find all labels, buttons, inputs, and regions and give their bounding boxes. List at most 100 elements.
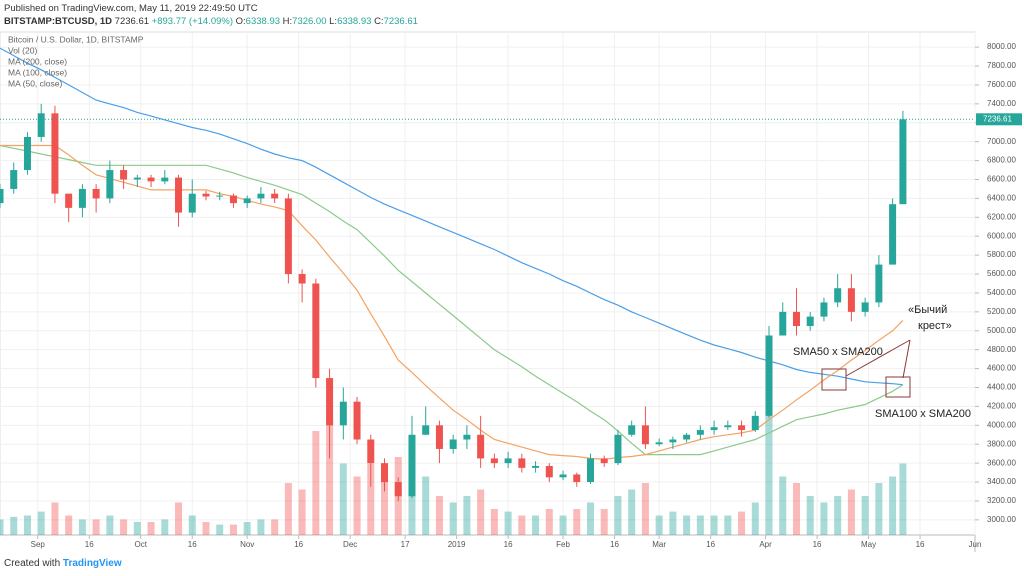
candle-body [120, 170, 128, 180]
candle-body [614, 434, 622, 464]
volume-bar [229, 524, 237, 535]
candle-body [449, 439, 457, 449]
candle-body [10, 170, 18, 189]
volume-bar [106, 515, 114, 535]
volume-bar [449, 502, 457, 535]
o-label: O: [235, 16, 246, 27]
candle-body [106, 170, 114, 199]
volume-bar [326, 418, 334, 535]
x-tick-label: Oct [135, 540, 148, 549]
y-tick-label: 5000.00 [987, 326, 1016, 335]
last-price-label: 7236.61 [983, 114, 1012, 123]
y-tick-label: 3000.00 [987, 515, 1016, 524]
annotation-bull: «Бычий [908, 304, 947, 316]
volume-bar [10, 516, 18, 535]
candle-body [889, 204, 897, 265]
volume-bar [243, 522, 251, 535]
y-tick-label: 7000.00 [987, 137, 1016, 146]
y-tick-label: 3800.00 [987, 439, 1016, 448]
y-tick-label: 4800.00 [987, 345, 1016, 354]
brand: TradingView [62, 558, 122, 569]
candle-body [202, 193, 210, 197]
y-tick-label: 4200.00 [987, 402, 1016, 411]
volume-bar [820, 502, 828, 535]
volume-bar [600, 509, 608, 535]
volume-bar [792, 483, 800, 535]
candle-body [78, 188, 86, 208]
volume-bar [216, 524, 224, 535]
chart-title: Bitcoin / U.S. Dollar, 1D, BITSTAMP [8, 34, 144, 44]
candle-body [779, 311, 787, 336]
candle-body [820, 302, 828, 317]
candle-body [710, 427, 718, 431]
candle-body [326, 378, 334, 426]
candle-body [353, 401, 361, 440]
volume-bar [0, 519, 4, 535]
last-price: 7236.61 [114, 16, 150, 27]
candle-body [92, 188, 100, 199]
volume-bar [339, 463, 347, 535]
candle-body [188, 193, 196, 213]
x-tick-label: Dec [343, 540, 357, 549]
candle-body [696, 430, 704, 435]
y-tick-label: 4000.00 [987, 420, 1016, 429]
candle-body [532, 465, 540, 468]
volume-bar [614, 496, 622, 535]
y-tick-label: 7600.00 [987, 80, 1016, 89]
grid [0, 32, 976, 535]
axes: 3000.00 3200.00 3400.00 3600.00 3800.00 4000.… [0, 42, 1022, 549]
candle-body [0, 188, 4, 204]
x-tick-label: 16 [504, 540, 513, 549]
volume-bar [532, 515, 540, 535]
candle-body [147, 177, 155, 182]
volume-bar [422, 476, 430, 535]
candle-body [65, 193, 73, 208]
volume-bar [23, 515, 31, 535]
volume-bar [271, 519, 279, 535]
candle-body [367, 439, 375, 464]
candle-body [545, 465, 553, 478]
volume-bar [92, 519, 100, 535]
candle-body [51, 113, 59, 194]
volume-bar [353, 476, 361, 535]
candles [0, 103, 907, 501]
footer: Created with TradingView [4, 558, 122, 569]
volume-bar [545, 509, 553, 535]
y-tick-label: 6200.00 [987, 212, 1016, 221]
annotation-bull: крест» [918, 320, 952, 332]
candle-body [669, 439, 677, 443]
h-value: 7326.00 [292, 16, 327, 27]
y-tick-label: 3600.00 [987, 458, 1016, 467]
change: +893.77 (+14.09%) [151, 16, 233, 27]
x-tick-label: Apr [759, 540, 772, 549]
volume-bar [463, 496, 471, 535]
candle-body [899, 119, 907, 205]
volume-bar [861, 496, 869, 535]
ma-line [0, 144, 904, 456]
candle-body [765, 335, 773, 416]
volume-bar [779, 476, 787, 535]
y-tick-label: 5400.00 [987, 288, 1016, 297]
candle-body [312, 283, 320, 379]
candle-body [37, 113, 45, 137]
volume-bar [147, 522, 155, 535]
candle-body [339, 401, 347, 426]
x-tick-label: 16 [813, 540, 822, 549]
candle-body [724, 425, 732, 428]
annotation-sma50: SMA50 x SMA200 [793, 346, 883, 358]
chart: 3000.00 3200.00 3400.00 3600.00 3800.00 4000.… [0, 31, 1022, 552]
volume-bar [284, 483, 292, 535]
candle-body [216, 195, 224, 197]
candle-body [23, 136, 31, 171]
x-tick-label: Feb [556, 540, 570, 549]
candle-body [861, 302, 869, 312]
candle-body [490, 458, 498, 464]
volume-bar [133, 522, 141, 535]
volume-bar [367, 463, 375, 535]
volume-bar [298, 489, 306, 535]
x-tick-label: Nov [240, 540, 254, 549]
created: Created with [4, 558, 61, 569]
volume-bar [696, 515, 704, 535]
y-tick-label: 6600.00 [987, 175, 1016, 184]
